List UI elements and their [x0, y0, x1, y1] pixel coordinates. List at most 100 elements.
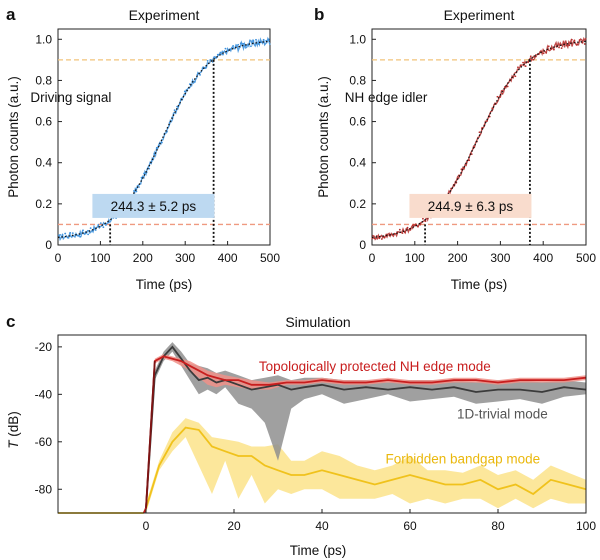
data-point — [82, 229, 84, 232]
fit-line — [371, 40, 587, 239]
panel-a-x-axis-label: Time (ps) — [136, 277, 193, 292]
data-point — [255, 38, 257, 41]
y-tick-label: 1.0 — [35, 32, 52, 46]
series-line — [142, 355, 587, 514]
panel-c-y-axis-label-unit: (dB) — [6, 411, 21, 440]
y-tick-label: -80 — [35, 482, 53, 496]
data-point — [391, 233, 394, 236]
data-point — [79, 235, 82, 238]
panel-a: a Experiment Time (ps) Photon counts (a.… — [6, 5, 280, 292]
data-point — [135, 190, 138, 193]
data-point — [214, 56, 217, 59]
data-point — [250, 45, 252, 48]
y-tick-label: -60 — [35, 435, 53, 449]
data-point — [222, 53, 224, 56]
data-point — [404, 231, 406, 233]
data-point — [558, 46, 560, 49]
x-tick-label: 300 — [175, 251, 195, 265]
data-point — [398, 228, 401, 231]
y-tick-label: 0.4 — [349, 156, 366, 170]
x-tick-label: 20 — [227, 519, 241, 533]
data-point — [105, 224, 107, 226]
data-point — [160, 141, 163, 144]
data-point — [69, 231, 72, 234]
data-point — [140, 176, 143, 179]
rising-edge-line — [145, 361, 156, 509]
label-bandgap: Forbidden bandgap mode — [385, 451, 540, 466]
data-point — [501, 92, 504, 95]
panel-b: b Experiment Time (ps) Photon counts (a.… — [314, 5, 596, 292]
x-tick-label: 100 — [576, 519, 596, 533]
series-band — [58, 418, 586, 513]
data-point — [260, 41, 262, 44]
x-tick-label: 100 — [90, 251, 110, 265]
data-point — [576, 43, 578, 46]
y-tick-label: 0.8 — [35, 73, 52, 87]
data-point — [383, 236, 386, 239]
x-tick-label: 400 — [533, 251, 553, 265]
data-point — [378, 237, 381, 240]
y-tick-label: -40 — [35, 387, 53, 401]
panel-letter-b: b — [314, 5, 324, 24]
plot-frame — [371, 28, 587, 246]
data-point — [183, 90, 186, 93]
data-point — [66, 236, 69, 239]
label-1d-trivial: 1D-trivial mode — [457, 406, 548, 421]
y-tick-label: -20 — [35, 340, 53, 354]
data-point — [373, 237, 376, 240]
data-point — [416, 225, 419, 228]
x-tick-label: 500 — [260, 251, 280, 265]
data-point — [61, 234, 64, 236]
data-point — [468, 159, 471, 162]
series-band — [58, 342, 586, 513]
x-tick-label: 500 — [576, 251, 596, 265]
data-point — [77, 234, 79, 237]
panel-b-y-axis-label: Photon counts (a.u.) — [316, 76, 331, 198]
data-point — [148, 167, 151, 170]
y-tick-label: 0.6 — [349, 115, 366, 129]
label-nh-edge: Topologically protected NH edge mode — [259, 359, 491, 374]
y-tick-label: 0.6 — [35, 115, 52, 129]
y-tick-label: 0.2 — [35, 197, 52, 211]
data-point — [532, 58, 535, 61]
data-point — [89, 227, 92, 229]
data-point — [465, 161, 468, 164]
data-point — [166, 130, 168, 133]
data-point — [227, 49, 229, 52]
x-tick-label: 200 — [448, 251, 468, 265]
data-point — [545, 52, 548, 54]
rise-time-box — [409, 193, 532, 218]
data-point — [529, 55, 532, 58]
series-line — [142, 426, 587, 514]
panel-c-x-axis-label: Time (ps) — [290, 543, 347, 558]
data-point — [527, 60, 530, 63]
data-point — [573, 39, 576, 42]
data-point — [406, 226, 409, 229]
data-point — [267, 38, 270, 41]
x-tick-label: 100 — [405, 251, 425, 265]
signal-label: Driving signal — [30, 90, 111, 105]
y-tick-label: 0.2 — [349, 197, 366, 211]
data-point — [242, 42, 245, 45]
x-tick-label: 60 — [403, 519, 417, 533]
data-point — [155, 146, 158, 149]
data-point — [568, 44, 571, 47]
data-point — [262, 38, 265, 41]
data-point — [138, 186, 140, 188]
panel-a-y-axis-label: Photon counts (a.u.) — [6, 76, 21, 198]
data-point — [150, 160, 153, 163]
x-tick-label: 0 — [369, 251, 376, 265]
fit-line — [57, 40, 271, 239]
x-tick-label: 80 — [491, 519, 505, 533]
rise-time-label: 244.9 ± 6.3 ps — [428, 199, 514, 214]
data-point — [380, 238, 383, 240]
data-point — [460, 168, 463, 171]
data-point — [542, 52, 545, 55]
data-point — [229, 48, 232, 51]
data-point — [396, 231, 399, 233]
x-tick-label: 40 — [315, 519, 329, 533]
rise-time-box — [92, 193, 215, 218]
x-tick-label: 400 — [218, 251, 238, 265]
series-line — [142, 345, 587, 514]
